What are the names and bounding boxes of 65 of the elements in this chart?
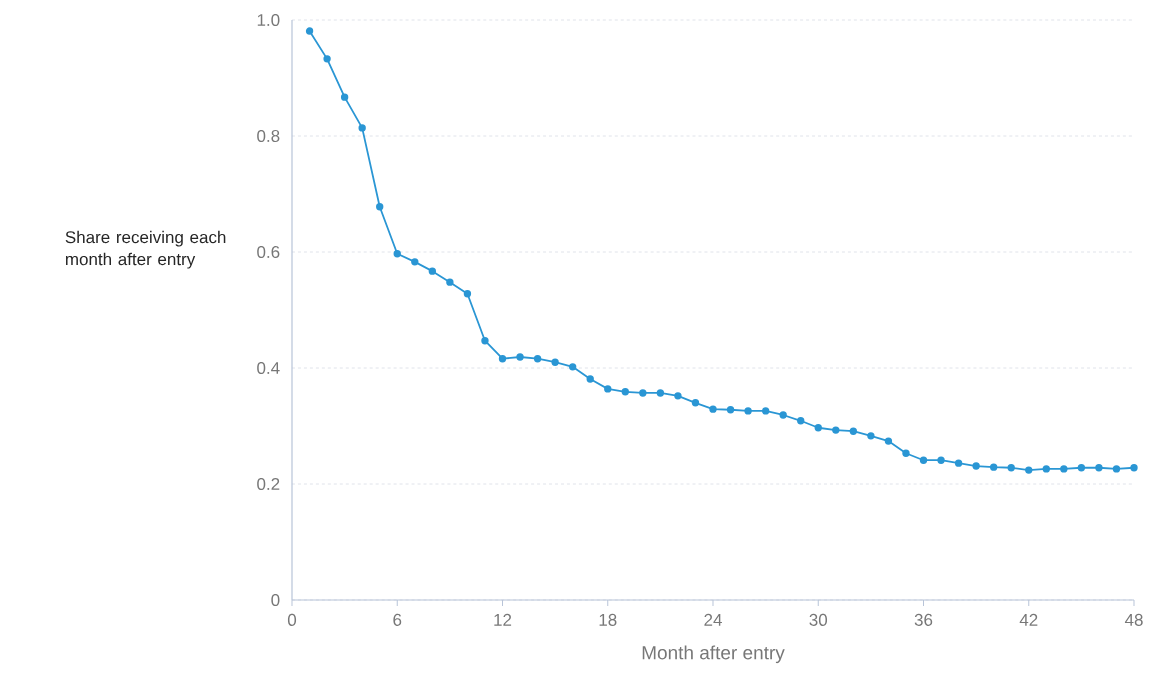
x-tick-label: 12 [494,613,512,626]
y-tick-label: 0.4 [257,361,280,375]
point [726,406,735,414]
point [358,124,366,132]
point [1112,465,1121,473]
point [1130,464,1138,472]
point [551,358,559,366]
x-tick-label: 48 [1124,613,1143,626]
point [568,363,577,371]
point [832,426,840,434]
point [481,337,489,345]
point [586,375,594,383]
point [428,267,437,275]
point [761,407,770,415]
point [989,463,998,471]
x-tick-label: 0 [287,613,297,626]
point [463,290,472,298]
y-tick-label: 0 [271,593,280,607]
x-tick-label: 36 [914,613,933,626]
point [1095,464,1103,472]
point [604,385,612,393]
x-tick-label: 24 [704,613,722,626]
point [639,389,647,397]
point [1077,464,1086,472]
point [902,449,910,457]
point [744,407,752,415]
point [498,355,507,363]
point [305,27,314,35]
point [533,355,542,363]
x-tick-label: 30 [809,613,828,626]
point [1025,466,1033,474]
point [954,459,963,467]
point [621,388,629,396]
x-tick-label: 18 [599,613,617,626]
y-tick-label: 0.6 [257,245,280,259]
x-tick-label: 6 [393,613,402,626]
point [709,405,717,413]
point [1060,465,1068,473]
point [393,250,401,258]
point [867,432,875,440]
point [376,203,384,211]
point [972,462,980,470]
point [411,258,419,266]
point [323,55,331,63]
y-tick-label: 0.8 [257,129,280,143]
point [691,399,700,407]
point [656,389,665,397]
y-tick-label: 1.0 [257,13,280,27]
point [674,392,682,400]
x-tick-label: 42 [1019,613,1038,626]
point [1007,464,1015,472]
point [1042,465,1050,473]
y-tick-label: 0.2 [257,477,280,491]
point [797,417,805,425]
point [849,427,858,435]
y-axis-title: Share receiving each month after entry [65,230,226,269]
point [919,456,928,464]
x-axis-title: Month after entry [642,645,785,664]
point [884,437,893,445]
point [937,456,945,464]
point [516,353,524,361]
point [814,424,822,432]
point [446,278,454,286]
point [340,93,349,101]
point [779,411,787,419]
